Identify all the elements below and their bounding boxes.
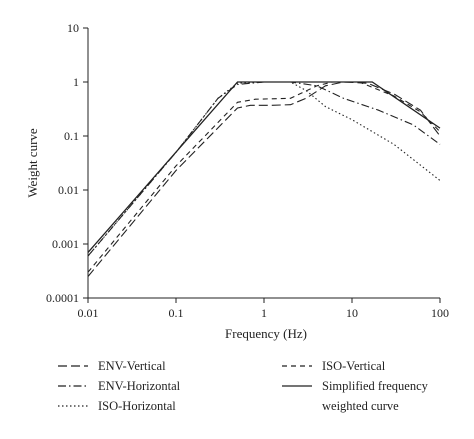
legend-label: ISO-Horizontal <box>98 399 176 413</box>
y-tick-label: 0.0001 <box>46 291 79 305</box>
series-line-1 <box>87 81 441 257</box>
legend-label: ISO-Vertical <box>322 359 386 373</box>
x-tick-label: 1 <box>261 306 267 320</box>
legend-label: weighted curve <box>322 399 399 413</box>
series-line-3 <box>87 81 441 273</box>
x-tick-label: 0.01 <box>78 306 99 320</box>
x-tick-label: 100 <box>431 306 449 320</box>
y-tick-label: 0.001 <box>52 237 79 251</box>
y-axis-label: Weight curve <box>25 128 40 198</box>
legend-label: ENV-Vertical <box>98 359 166 373</box>
series-line-0 <box>87 81 441 277</box>
x-tick-label: 0.1 <box>169 306 184 320</box>
y-tick-label: 10 <box>67 21 79 35</box>
y-tick-label: 0.1 <box>64 129 79 143</box>
series-line-2 <box>87 81 441 257</box>
y-tick-label: 0.01 <box>58 183 79 197</box>
series-line-4 <box>87 81 441 253</box>
legend-label: ENV-Horizontal <box>98 379 181 393</box>
x-tick-label: 10 <box>346 306 358 320</box>
legend: ENV-Vertical ENV-Horizontal ISO-Horizontal… <box>58 359 429 413</box>
x-axis-label: Frequency (Hz) <box>225 326 307 341</box>
legend-label: Simplified frequency <box>322 379 429 393</box>
y-tick-label: 1 <box>73 75 79 89</box>
plot-area: 0.0001 0.001 0.01 0.1 1 10 0.01 0.1 1 10 100 Freque… <box>25 21 449 341</box>
